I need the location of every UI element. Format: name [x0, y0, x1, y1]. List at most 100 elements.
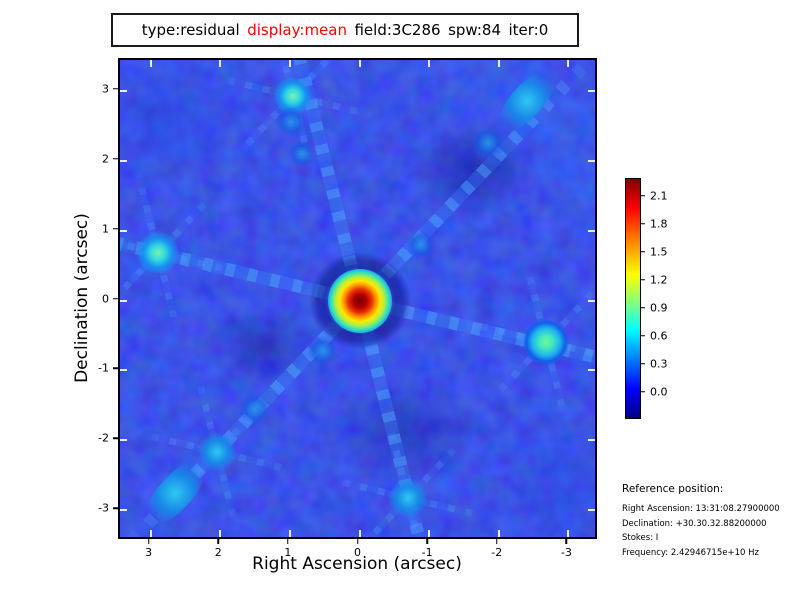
- y-tick-mark: [588, 369, 595, 372]
- y-tick-mark: [120, 299, 127, 302]
- reference-line: Right Ascension: 13:31:08.27900000: [622, 504, 780, 514]
- colorbar-tick-label: 1.8: [650, 217, 668, 231]
- reference-heading: Reference position:: [622, 483, 724, 495]
- x-tick-label: 2: [214, 546, 222, 559]
- x-tick-mark: [288, 60, 291, 67]
- colorbar-tick-mark: [640, 279, 645, 281]
- x-tick-label: -1: [421, 546, 433, 559]
- y-tick-label: 0: [102, 292, 109, 305]
- x-tick-mark: [358, 530, 361, 537]
- source-blob: [307, 335, 338, 366]
- x-tick-mark: [565, 539, 568, 544]
- x-tick-mark: [426, 539, 428, 544]
- x-tick-mark: [149, 530, 152, 537]
- x-tick-mark: [497, 60, 500, 67]
- reference-position-block: Reference position: Right Ascension: 13:…: [622, 483, 798, 560]
- colorbar-tick-label: 0.9: [650, 301, 668, 315]
- x-tick-mark: [147, 539, 150, 544]
- y-tick-mark: [588, 509, 595, 512]
- colorbar-tick-label: 0.6: [650, 329, 668, 343]
- colorbar-tick-mark: [640, 335, 645, 337]
- x-tick-mark: [567, 530, 570, 537]
- y-tick-mark: [113, 88, 118, 90]
- heatmap-plot-area[interactable]: [118, 58, 597, 539]
- y-tick-label: -2: [98, 431, 109, 445]
- title-segment: spw:84: [448, 21, 501, 39]
- y-tick-mark: [588, 299, 595, 302]
- x-axis-label: Right Ascension (arcsec): [252, 554, 462, 574]
- colorbar-tick-mark: [640, 363, 645, 365]
- x-tick-mark: [428, 60, 431, 67]
- y-tick-mark: [113, 507, 118, 509]
- reference-line: Declination: +30.30.32.88200000: [622, 518, 767, 529]
- x-tick-label: 0: [354, 546, 361, 559]
- x-tick-label: 1: [284, 546, 292, 559]
- y-tick-label: -3: [98, 501, 109, 515]
- x-tick-mark: [358, 60, 361, 67]
- x-tick-mark: [356, 539, 359, 544]
- y-tick-mark: [120, 369, 127, 372]
- colorbar-tick-mark: [640, 251, 645, 253]
- y-tick-mark: [588, 439, 595, 442]
- x-tick-mark: [217, 539, 219, 544]
- y-tick-mark: [120, 89, 127, 92]
- colorbar-tick-mark: [640, 223, 645, 225]
- x-tick-mark: [567, 60, 570, 67]
- title-segment: field:3C286: [354, 21, 441, 39]
- x-tick-label: -2: [491, 546, 503, 559]
- x-tick-label: -3: [560, 546, 572, 559]
- source-blob: [136, 231, 179, 274]
- y-tick-label: 1: [102, 222, 109, 236]
- colorbar-tick-label: 0.0: [650, 385, 668, 399]
- y-tick-label: 2: [102, 152, 109, 166]
- title-segment: iter:0: [508, 21, 549, 39]
- colorbar-tick-label: 1.5: [650, 245, 668, 259]
- y-tick-mark: [588, 229, 595, 232]
- colorbar-tick-mark: [640, 194, 645, 197]
- x-tick-mark: [497, 530, 500, 537]
- x-tick-mark: [219, 530, 222, 537]
- source-blob: [524, 320, 569, 365]
- y-tick-mark: [113, 227, 118, 230]
- source-blob: [327, 268, 392, 333]
- x-tick-mark: [428, 530, 431, 537]
- x-tick-label: 3: [145, 546, 153, 559]
- y-axis-label: Declination (arcsec): [72, 213, 92, 383]
- y-tick-label: -1: [98, 361, 109, 375]
- x-tick-mark: [219, 60, 222, 67]
- y-tick-mark: [120, 229, 127, 232]
- source-blob: [389, 478, 428, 517]
- y-tick-mark: [588, 159, 595, 162]
- colorbar-tick-mark: [640, 391, 645, 393]
- y-tick-mark: [120, 509, 127, 512]
- title-segment: type:residual: [141, 21, 240, 39]
- source-blob: [240, 393, 271, 424]
- y-tick-mark: [113, 297, 118, 300]
- x-tick-mark: [149, 60, 152, 67]
- colorbar-tick-label: 0.3: [650, 357, 668, 371]
- source-blob: [406, 230, 435, 259]
- x-tick-mark: [288, 530, 291, 537]
- reference-line: Frequency: 2.42946715e+10 Hz: [622, 547, 759, 558]
- colorbar-tick-label: 2.1: [650, 189, 668, 203]
- y-tick-mark: [113, 437, 118, 440]
- plot-title-box: type:residual display:mean field:3C286 s…: [111, 13, 579, 47]
- colorbar-tick-label: 1.2: [650, 273, 668, 287]
- source-blob: [472, 127, 505, 160]
- source-blob: [276, 107, 307, 138]
- y-tick-label: 3: [102, 82, 109, 96]
- title-segment: display:mean: [247, 21, 347, 39]
- reference-lines: Right Ascension: 13:31:08.27900000 Declin…: [622, 502, 798, 560]
- x-tick-mark: [495, 539, 498, 544]
- y-tick-mark: [120, 439, 127, 442]
- colorbar: [625, 178, 641, 419]
- y-tick-mark: [113, 157, 118, 160]
- colorbar-tick-mark: [640, 307, 645, 309]
- x-tick-mark: [287, 539, 289, 544]
- y-tick-mark: [113, 367, 118, 370]
- source-blob: [289, 140, 316, 167]
- y-tick-mark: [588, 89, 595, 92]
- reference-line: Stokes: I: [622, 533, 659, 543]
- y-tick-mark: [120, 159, 127, 162]
